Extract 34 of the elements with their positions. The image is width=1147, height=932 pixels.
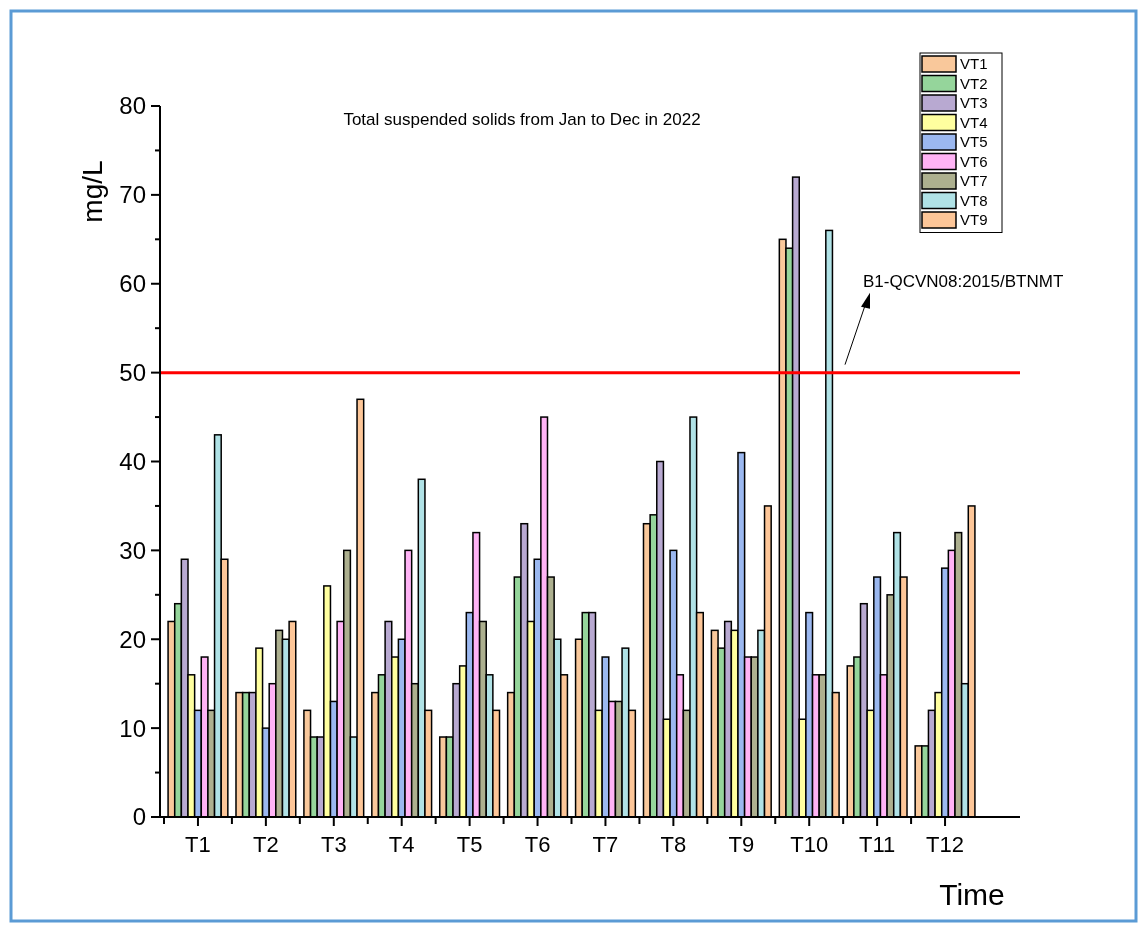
x-tick-label: T7 [592,832,619,857]
legend-label: VT3 [960,94,988,112]
x-tick-label: T8 [660,832,687,857]
y-tick-label: 0 [132,803,146,831]
y-tick-label: 50 [119,359,146,387]
x-tick-label: T12 [926,832,964,857]
legend-label: VT6 [960,152,988,170]
y-axis-title: mg/L [77,160,108,223]
y-tick-label: 60 [119,270,146,298]
x-tick-label: T5 [456,832,483,857]
x-tick-label: T3 [320,832,347,857]
x-tick-label: T11 [858,832,896,857]
x-tick-label: T6 [524,832,551,857]
legend-label: VT9 [960,211,988,229]
y-tick-label: 30 [119,536,146,564]
legend-label: VT8 [960,191,988,209]
x-tick-label: T2 [253,832,279,857]
legend-label: VT1 [960,55,988,73]
y-tick-label: 10 [119,714,146,742]
x-tick-label: T10 [790,832,829,857]
y-tick-label: 70 [119,181,146,209]
legend-label: VT5 [960,133,988,151]
x-tick-label: T9 [728,832,755,857]
x-tick-label: T1 [185,832,211,857]
legend-label: VT4 [960,113,988,131]
legend-label: VT7 [960,172,988,190]
x-axis-title: Time [939,878,1005,911]
y-tick-label: 20 [119,625,146,653]
y-tick-label: 80 [119,92,146,120]
chart-title: Total suspended solids from Jan to Dec in 2022 [343,110,701,129]
legend-label: VT2 [960,74,988,92]
x-tick-label: T4 [388,832,415,857]
y-tick-label: 40 [119,447,146,475]
annotation: B1-QCVN08:2015/BTNMT [863,271,1064,291]
